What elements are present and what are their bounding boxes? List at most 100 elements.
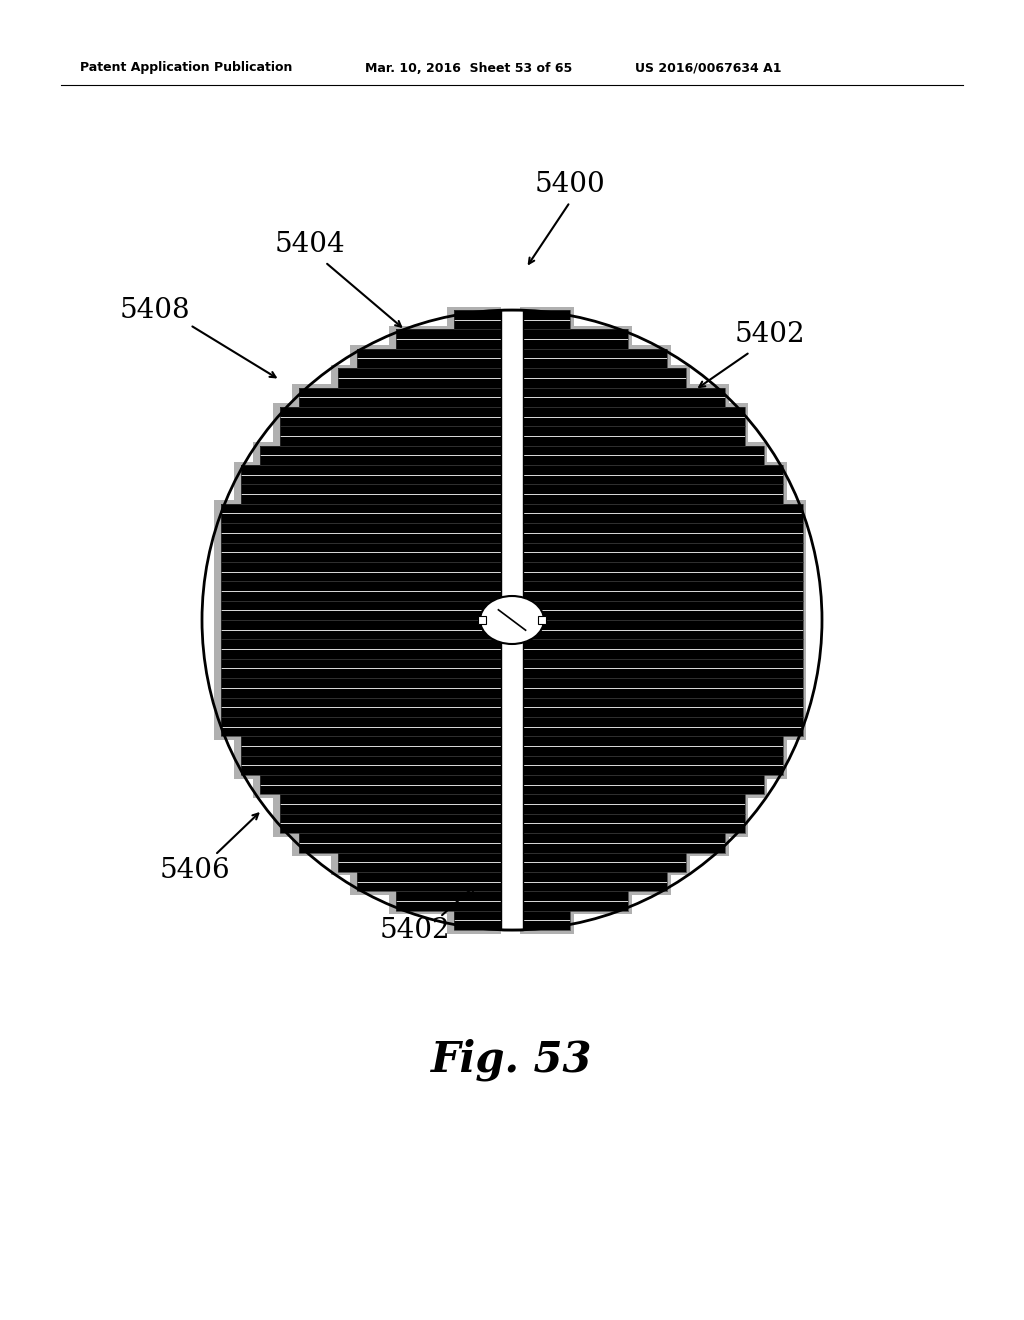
- Bar: [519, 558, 806, 585]
- Bar: [519, 655, 806, 681]
- Bar: [523, 581, 803, 601]
- Bar: [523, 504, 803, 523]
- Bar: [221, 697, 501, 717]
- Bar: [280, 426, 501, 446]
- Bar: [331, 849, 501, 875]
- Bar: [280, 407, 501, 426]
- Text: Fig. 53: Fig. 53: [431, 1039, 593, 1081]
- Bar: [523, 407, 744, 426]
- Bar: [523, 484, 783, 504]
- Bar: [221, 639, 501, 659]
- Bar: [523, 795, 744, 813]
- Text: Mar. 10, 2016  Sheet 53 of 65: Mar. 10, 2016 Sheet 53 of 65: [365, 62, 572, 74]
- Text: 5408: 5408: [120, 297, 190, 323]
- Bar: [523, 523, 803, 543]
- Bar: [523, 310, 570, 330]
- Bar: [519, 384, 729, 411]
- Bar: [260, 446, 501, 465]
- Bar: [357, 348, 501, 368]
- Bar: [523, 755, 783, 775]
- Bar: [523, 310, 570, 330]
- Text: Patent Application Publication: Patent Application Publication: [80, 62, 293, 74]
- Bar: [350, 869, 501, 895]
- Bar: [523, 795, 744, 813]
- Bar: [519, 422, 748, 449]
- Bar: [221, 581, 501, 601]
- Bar: [523, 853, 686, 873]
- Bar: [523, 446, 764, 465]
- Bar: [221, 504, 501, 523]
- Bar: [523, 465, 783, 484]
- Bar: [233, 752, 501, 779]
- Bar: [446, 907, 501, 933]
- Bar: [523, 697, 803, 717]
- Bar: [221, 639, 501, 659]
- Bar: [214, 597, 501, 623]
- Bar: [280, 795, 501, 813]
- Bar: [519, 326, 632, 352]
- Bar: [357, 873, 501, 891]
- Bar: [214, 616, 501, 643]
- Bar: [519, 578, 806, 605]
- Bar: [519, 520, 806, 546]
- Bar: [241, 484, 501, 504]
- Bar: [523, 911, 570, 931]
- Bar: [446, 306, 501, 333]
- Bar: [253, 771, 501, 797]
- Bar: [519, 849, 690, 875]
- Bar: [214, 675, 501, 701]
- Bar: [523, 639, 803, 659]
- Bar: [221, 620, 501, 639]
- Bar: [292, 384, 501, 411]
- Text: 5400: 5400: [535, 172, 605, 198]
- Bar: [523, 891, 629, 911]
- Bar: [221, 717, 501, 737]
- Bar: [519, 597, 806, 623]
- Bar: [221, 601, 501, 620]
- Bar: [519, 713, 806, 739]
- Bar: [221, 523, 501, 543]
- Bar: [280, 813, 501, 833]
- Bar: [338, 368, 501, 388]
- Bar: [221, 543, 501, 562]
- Bar: [519, 694, 806, 721]
- Bar: [523, 833, 725, 853]
- Bar: [523, 368, 686, 388]
- Bar: [241, 755, 501, 775]
- Bar: [523, 873, 667, 891]
- Bar: [241, 737, 501, 755]
- Bar: [395, 891, 501, 911]
- Bar: [523, 543, 803, 562]
- Bar: [272, 791, 501, 817]
- Bar: [292, 830, 501, 855]
- Bar: [519, 675, 806, 701]
- Bar: [454, 911, 501, 931]
- Bar: [395, 330, 501, 348]
- Bar: [519, 500, 806, 527]
- Bar: [523, 737, 783, 755]
- Bar: [523, 348, 667, 368]
- Bar: [523, 348, 667, 368]
- Bar: [221, 562, 501, 581]
- Bar: [519, 810, 748, 837]
- Bar: [454, 911, 501, 931]
- Bar: [221, 543, 501, 562]
- Bar: [272, 422, 501, 449]
- Bar: [299, 833, 501, 853]
- Bar: [221, 601, 501, 620]
- Bar: [214, 520, 501, 546]
- Bar: [523, 717, 803, 737]
- Bar: [523, 330, 629, 348]
- Bar: [523, 639, 803, 659]
- Bar: [454, 310, 501, 330]
- Bar: [214, 713, 501, 739]
- Bar: [389, 326, 501, 352]
- Bar: [523, 853, 686, 873]
- Bar: [523, 813, 744, 833]
- Bar: [523, 330, 629, 348]
- Bar: [253, 442, 501, 469]
- Bar: [523, 813, 744, 833]
- Bar: [260, 775, 501, 795]
- Bar: [221, 697, 501, 717]
- Bar: [519, 462, 786, 488]
